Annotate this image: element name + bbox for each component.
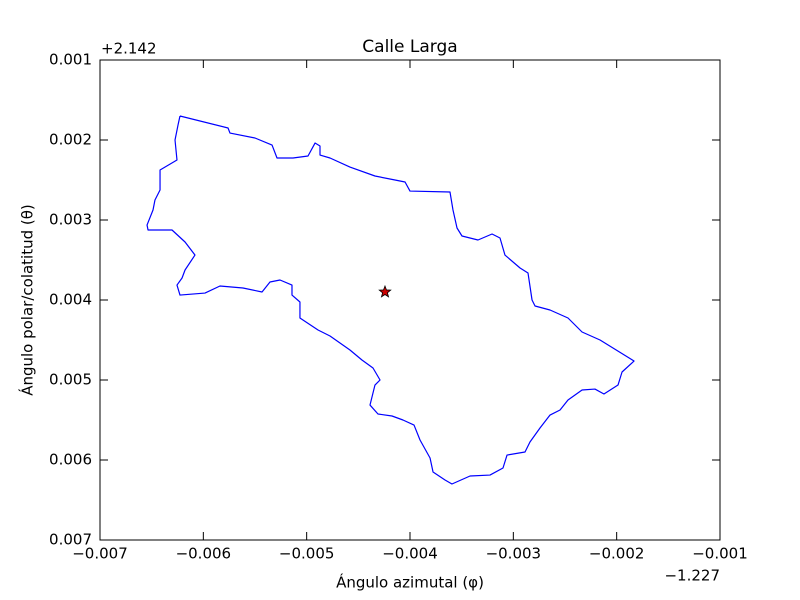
outline [146,115,635,485]
y-offset: +2.142 [101,40,157,58]
x-tick-label: −0.003 [486,545,542,563]
x-tick-label: −0.001 [692,545,748,563]
plot-area [100,60,720,540]
x-tick-label: −0.005 [279,545,335,563]
plot-frame [99,59,721,541]
y-axis-label: Ángulo polar/colatitud (θ) [18,204,37,396]
y-tick-label: 0.004 [49,291,92,309]
y-tick-label: 0.006 [49,451,92,469]
y-tick-label: 0.007 [49,531,92,549]
x-tick-label: −0.002 [589,545,645,563]
y-tick-label: 0.005 [49,371,92,389]
x-axis-label: Ángulo azimutal (φ) [336,573,484,592]
chart-title: Calle Larga [362,37,457,57]
star-marker [378,284,392,298]
y-tick-label: 0.002 [49,131,92,149]
x-tick-label: −0.007 [72,545,128,563]
x-offset: −1.227 [664,567,720,585]
y-tick-label: 0.001 [49,51,92,69]
y-tick-label: 0.003 [49,211,92,229]
x-tick-label: −0.006 [176,545,232,563]
x-tick-label: −0.004 [382,545,438,563]
